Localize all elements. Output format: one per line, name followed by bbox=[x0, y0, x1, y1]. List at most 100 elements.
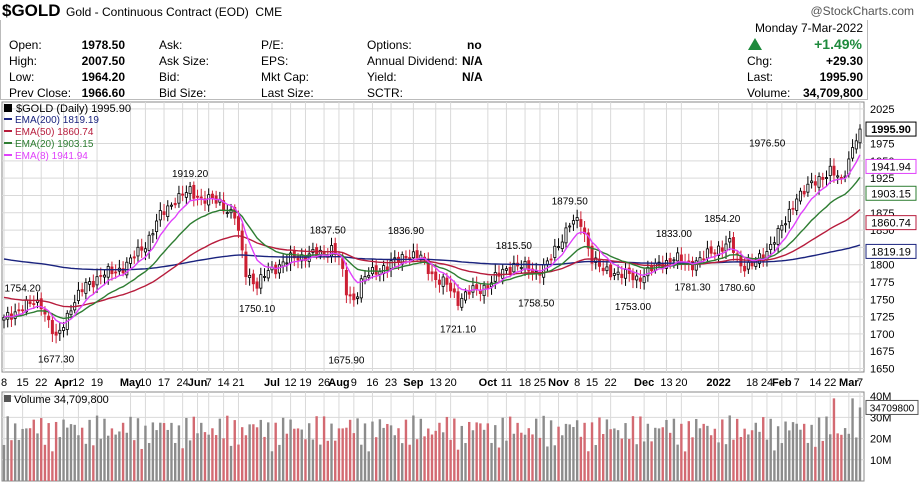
ask-label: Ask: bbox=[159, 38, 183, 52]
candle-body bbox=[17, 309, 21, 312]
date-tick-label: 22 bbox=[605, 377, 617, 389]
volume-bar bbox=[54, 421, 58, 481]
volume-bar bbox=[605, 419, 609, 481]
candle-body bbox=[259, 274, 263, 289]
candle-body bbox=[642, 276, 646, 284]
candle-body bbox=[102, 274, 106, 278]
candle-body bbox=[772, 242, 776, 245]
candle-body bbox=[251, 273, 255, 285]
price-candle bbox=[813, 174, 817, 193]
price-candle bbox=[274, 261, 278, 279]
volume-bar bbox=[776, 426, 780, 481]
candle-body bbox=[255, 281, 259, 289]
volume-bar bbox=[203, 432, 207, 481]
right-value-badge bbox=[865, 215, 917, 231]
price-candle bbox=[460, 293, 464, 311]
options-value: no bbox=[467, 38, 482, 52]
candle-body bbox=[471, 285, 475, 293]
volume-bar bbox=[6, 416, 9, 481]
candle-body bbox=[780, 224, 784, 231]
swing-high-label: 1919.20 bbox=[172, 169, 209, 180]
candle-body bbox=[177, 193, 181, 204]
volume-bar bbox=[773, 450, 776, 481]
volume-legend: Volume 34,709,800 bbox=[14, 394, 109, 406]
candle-body bbox=[597, 259, 601, 267]
swing-low-label: 1753.00 bbox=[615, 302, 652, 313]
swing-low-label: 1781.30 bbox=[674, 283, 711, 294]
date-tick-label: 7 bbox=[857, 377, 863, 389]
candle-body bbox=[184, 192, 188, 198]
price-candle bbox=[415, 243, 419, 262]
candle-body bbox=[486, 285, 490, 289]
candle-body bbox=[158, 210, 162, 221]
volume-bar bbox=[471, 430, 475, 481]
volume-bar bbox=[836, 433, 839, 481]
date-tick-label: Sep bbox=[403, 377, 423, 389]
price-legend: $GOLD (Daily) 1995.90 bbox=[16, 103, 131, 115]
candle-body bbox=[557, 246, 561, 248]
volume-bar bbox=[579, 436, 583, 481]
volume-bar bbox=[427, 428, 430, 481]
volume-bar bbox=[155, 430, 158, 481]
volume-bar bbox=[732, 439, 735, 481]
price-candle bbox=[259, 267, 263, 295]
volume-bar bbox=[185, 417, 188, 481]
volume-bar bbox=[259, 419, 262, 481]
price-candle bbox=[713, 249, 717, 260]
price-tick-label: 1800 bbox=[870, 260, 894, 272]
right-value-badge bbox=[865, 243, 917, 259]
stockcharts-brand[interactable]: @StockCharts.com bbox=[810, 4, 914, 18]
volume-bar bbox=[289, 419, 292, 481]
candle-body bbox=[821, 176, 825, 180]
price-candle bbox=[568, 222, 572, 233]
volume-bar bbox=[69, 424, 73, 481]
volume-bar bbox=[758, 431, 761, 481]
swing-low-label: 1758.50 bbox=[518, 298, 555, 309]
volume-bar bbox=[765, 439, 769, 481]
price-candle bbox=[594, 251, 598, 270]
volume-bar bbox=[531, 434, 534, 481]
candle-body bbox=[694, 260, 698, 271]
volume-bar bbox=[747, 434, 750, 481]
price-candle bbox=[802, 185, 806, 198]
volume-tick-label: 30M bbox=[870, 412, 891, 424]
candle-body bbox=[668, 258, 672, 263]
volume-bar bbox=[486, 423, 490, 481]
candle-body bbox=[430, 271, 434, 275]
candle-body bbox=[28, 301, 32, 305]
price-candle bbox=[50, 313, 54, 342]
price-candle bbox=[590, 241, 594, 271]
volume-bar bbox=[341, 428, 344, 481]
candle-body bbox=[121, 268, 125, 274]
volume-bar bbox=[616, 430, 620, 481]
volume-bar bbox=[802, 423, 806, 481]
price-candle bbox=[32, 295, 36, 310]
price-candle bbox=[854, 133, 858, 154]
candle-body bbox=[39, 298, 43, 310]
price-candle bbox=[851, 139, 855, 162]
volume-bar bbox=[267, 422, 270, 481]
volume-bar bbox=[144, 425, 147, 481]
price-candle bbox=[601, 260, 605, 276]
volume-bar bbox=[780, 443, 784, 481]
candle-body bbox=[76, 289, 80, 302]
volume-bar bbox=[281, 417, 285, 481]
candle-body bbox=[534, 270, 538, 273]
volume-bar bbox=[337, 428, 341, 481]
chg-label: Chg: bbox=[747, 54, 773, 68]
volume-bar bbox=[401, 443, 404, 481]
price-tick-label: 1700 bbox=[870, 329, 894, 341]
volume-bar bbox=[668, 432, 672, 481]
candle-body bbox=[672, 259, 676, 262]
candle-body bbox=[404, 255, 408, 259]
candle-body bbox=[452, 288, 456, 293]
date-tick-label: 26 bbox=[318, 377, 330, 389]
volume-bar bbox=[706, 425, 709, 481]
price-candle bbox=[177, 185, 181, 208]
price-candle bbox=[806, 176, 810, 197]
swing-high-label: 1754.20 bbox=[5, 283, 42, 294]
volume-bar bbox=[214, 435, 218, 481]
ema20-legend: EMA(20) 1903.15 bbox=[15, 139, 94, 150]
candle-body bbox=[32, 303, 36, 305]
